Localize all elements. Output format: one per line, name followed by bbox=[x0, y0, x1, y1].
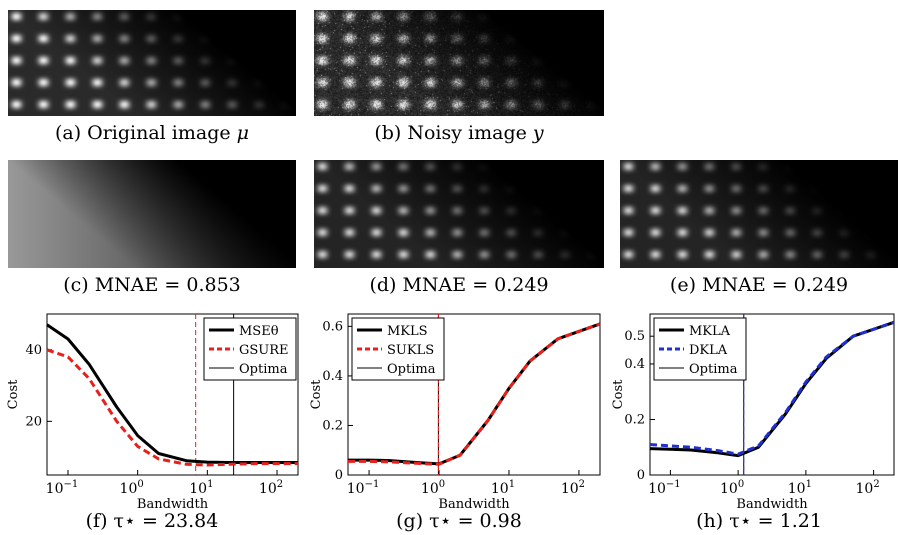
x-tick-label: 101 bbox=[491, 479, 515, 497]
x-tick-label: 100 bbox=[720, 479, 744, 497]
y-tick-label: 20 bbox=[25, 414, 42, 429]
y-tick-label: 0.6 bbox=[322, 319, 343, 334]
legend-label: DKLA bbox=[689, 343, 728, 358]
x-tick-label: 102 bbox=[259, 479, 283, 497]
caption-b-math: y bbox=[532, 122, 544, 144]
legend-label: MKLS bbox=[387, 324, 428, 339]
x-tick-label: 102 bbox=[856, 479, 880, 497]
y-tick-label: 0.5 bbox=[624, 329, 645, 344]
x-tick-label: 102 bbox=[561, 479, 585, 497]
estimate-d-image bbox=[314, 160, 604, 268]
caption-d-text: (d) MNAE = 0.249 bbox=[369, 274, 549, 296]
x-axis-label: Bandwidth bbox=[137, 497, 209, 510]
series-line bbox=[46, 323, 298, 464]
estimate-e-panel bbox=[620, 160, 898, 268]
legend-label: MKLA bbox=[689, 324, 731, 339]
x-tick-label: 10−1 bbox=[46, 479, 79, 497]
chart-g: 10−1 100 101 102 0 0.2 0.4 0.6 Bandwidth Cost MKLS… bbox=[309, 313, 601, 510]
y-axis-label: Cost bbox=[309, 379, 324, 409]
estimate-c-panel bbox=[8, 160, 296, 268]
noisy-image bbox=[314, 10, 604, 116]
caption-g: (g) τ⋆ = 0.98 bbox=[314, 510, 604, 532]
noisy-image-panel bbox=[314, 10, 604, 116]
y-tick-label: 0.2 bbox=[624, 412, 645, 427]
estimate-c-image bbox=[8, 160, 296, 268]
y-tick-label: 0.4 bbox=[624, 357, 645, 372]
caption-b-text: (b) Noisy image bbox=[374, 122, 533, 144]
x-tick-label: 100 bbox=[421, 479, 445, 497]
chart-h: 10−1 100 101 102 0 0.2 0.4 0.5 Bandwidth Cost MKLA… bbox=[611, 313, 895, 510]
series-line bbox=[348, 322, 601, 466]
x-tick-label: 100 bbox=[120, 479, 144, 497]
y-axis-label: Cost bbox=[611, 379, 626, 409]
caption-e-text: (e) MNAE = 0.249 bbox=[669, 274, 849, 296]
x-tick-label: 10−1 bbox=[347, 479, 380, 497]
legend-label: Optima bbox=[239, 362, 288, 377]
legend-label: SUKLS bbox=[387, 343, 434, 358]
estimate-e-image bbox=[620, 160, 898, 268]
caption-h-text: (h) τ⋆ = 1.21 bbox=[696, 510, 822, 532]
chart-f: 10−1 100 101 102 20 40 Bandwidth Cost MSEθ GSURE O… bbox=[6, 313, 299, 510]
original-image bbox=[8, 10, 296, 116]
caption-f: (f) τ⋆ = 23.84 bbox=[8, 510, 296, 532]
caption-b: (b) Noisy image y bbox=[314, 122, 604, 144]
caption-g-text: (g) τ⋆ = 0.98 bbox=[396, 510, 522, 532]
original-image-panel bbox=[8, 10, 296, 116]
caption-e: (e) MNAE = 0.249 bbox=[620, 274, 898, 296]
x-tick-label: 101 bbox=[189, 479, 213, 497]
y-tick-label: 40 bbox=[25, 343, 42, 358]
caption-c-text: (c) MNAE = 0.853 bbox=[63, 274, 241, 296]
caption-f-text: (f) τ⋆ = 23.84 bbox=[85, 510, 219, 532]
x-axis-label: Bandwidth bbox=[736, 497, 808, 510]
estimate-d-panel bbox=[314, 160, 604, 268]
plot-frame bbox=[46, 313, 299, 476]
x-axis-label: Bandwidth bbox=[438, 497, 510, 510]
legend-label: Optima bbox=[387, 362, 436, 377]
caption-c: (c) MNAE = 0.853 bbox=[8, 274, 296, 296]
y-tick-label: 0 bbox=[637, 468, 645, 483]
caption-a: (a) Original image μ bbox=[8, 122, 296, 144]
legend-label: MSEθ bbox=[239, 324, 279, 339]
caption-d: (d) MNAE = 0.249 bbox=[314, 274, 604, 296]
legend-label: Optima bbox=[689, 362, 738, 377]
plot-frame bbox=[649, 313, 895, 476]
caption-a-math: μ bbox=[236, 122, 250, 144]
y-axis-label: Cost bbox=[6, 379, 21, 409]
y-tick-label: 0.2 bbox=[322, 418, 343, 433]
x-tick-label: 10−1 bbox=[648, 479, 681, 497]
x-tick-label: 101 bbox=[788, 479, 812, 497]
caption-a-text: (a) Original image bbox=[54, 122, 237, 144]
legend-label: GSURE bbox=[239, 343, 289, 358]
y-tick-label: 0.4 bbox=[322, 369, 343, 384]
caption-h: (h) τ⋆ = 1.21 bbox=[620, 510, 898, 532]
series-line bbox=[649, 320, 895, 456]
y-tick-label: 0 bbox=[335, 468, 343, 483]
plot-frame bbox=[347, 313, 601, 476]
legend-box bbox=[203, 317, 297, 381]
series-line bbox=[46, 348, 298, 467]
